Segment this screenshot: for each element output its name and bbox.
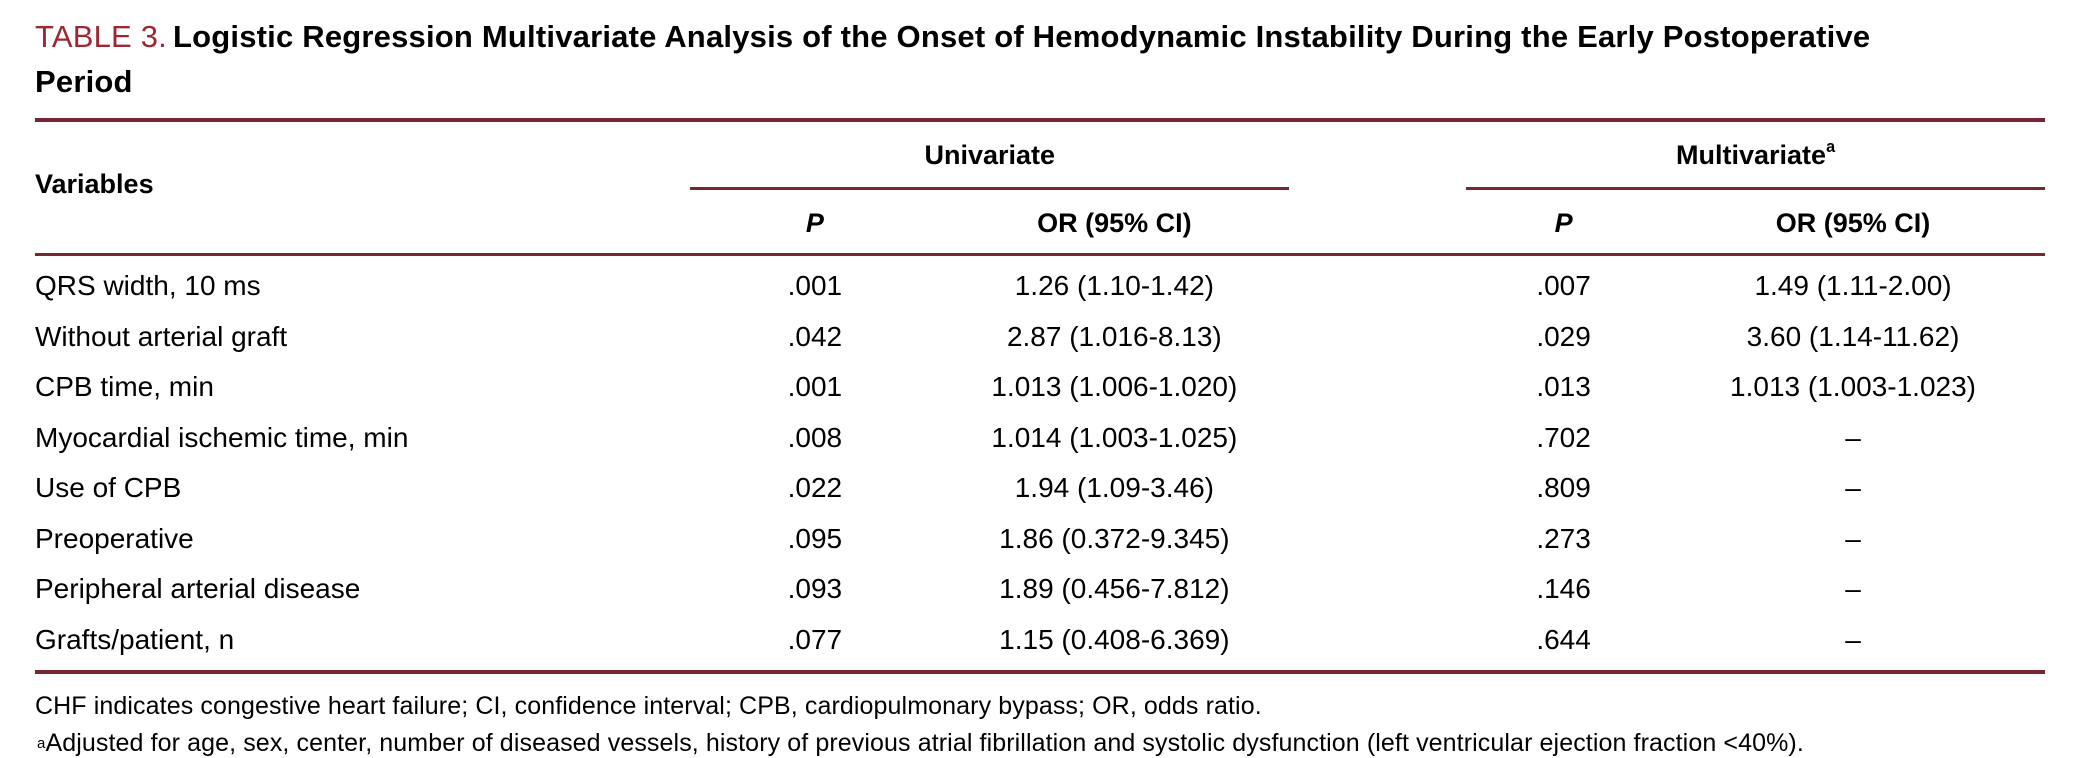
gap-cell	[1289, 362, 1467, 413]
gap-cell	[1289, 614, 1467, 672]
gap-cell	[1289, 254, 1467, 312]
column-header-multivariate-or: OR (95% CI)	[1661, 188, 2045, 256]
gap-cell	[1289, 513, 1467, 564]
multivariate-or-cell: 1.49 (1.11-2.00)	[1661, 254, 2045, 312]
table-header: Variables Univariate Multivariatea P OR …	[35, 120, 2045, 256]
multivariate-or-cell: –	[1661, 463, 2045, 514]
multivariate-p-cell: .146	[1466, 564, 1662, 615]
group-header-multivariate-label: Multivariate	[1676, 140, 1827, 170]
table-row: Grafts/patient, n .077 1.15 (0.408-6.369…	[35, 614, 2045, 672]
variable-cell: Preoperative	[35, 513, 691, 564]
footnote-adjusted: aAdjusted for age, sex, center, number o…	[35, 725, 2045, 758]
variable-cell: CPB time, min	[35, 362, 691, 413]
column-header-multivariate-p: P	[1466, 188, 1662, 256]
gap-cell	[1289, 412, 1467, 463]
multivariate-p-cell: .644	[1466, 614, 1662, 672]
table-row: Without arterial graft .042 2.87 (1.016-…	[35, 311, 2045, 362]
univariate-p-cell: .095	[690, 513, 940, 564]
footnote-adjusted-text: Adjusted for age, sex, center, number of…	[45, 728, 1804, 757]
variable-cell: Without arterial graft	[35, 311, 691, 362]
multivariate-or-cell: –	[1661, 513, 2045, 564]
multivariate-p-cell: .007	[1466, 254, 1662, 312]
regression-results-table: Variables Univariate Multivariatea P OR …	[35, 118, 2045, 674]
variable-cell: Myocardial ischemic time, min	[35, 412, 691, 463]
univariate-p-cell: .093	[690, 564, 940, 615]
univariate-p-cell: .022	[690, 463, 940, 514]
univariate-or-cell: 1.013 (1.006-1.020)	[939, 362, 1290, 413]
multivariate-p-cell: .013	[1466, 362, 1662, 413]
variable-cell: QRS width, 10 ms	[35, 254, 691, 312]
multivariate-footnote-marker: a	[1826, 138, 1836, 156]
table-footnotes: CHF indicates congestive heart failure; …	[35, 688, 2045, 758]
variable-cell: Peripheral arterial disease	[35, 564, 691, 615]
gap-cell	[1289, 564, 1467, 615]
univariate-p-cell: .001	[690, 362, 940, 413]
sub-header-row: P OR (95% CI) P OR (95% CI)	[35, 188, 2045, 256]
multivariate-or-cell: –	[1661, 412, 2045, 463]
table-row: Peripheral arterial disease .093 1.89 (0…	[35, 564, 2045, 615]
multivariate-p-cell: .809	[1466, 463, 1662, 514]
univariate-or-cell: 2.87 (1.016-8.13)	[939, 311, 1290, 362]
univariate-or-cell: 1.014 (1.003-1.025)	[939, 412, 1290, 463]
group-header-multivariate: Multivariatea	[1466, 120, 2045, 190]
univariate-or-cell: 1.26 (1.10-1.42)	[939, 254, 1290, 312]
group-header-univariate: Univariate	[690, 120, 1290, 190]
table-row: Preoperative .095 1.86 (0.372-9.345) .27…	[35, 513, 2045, 564]
variable-cell: Grafts/patient, n	[35, 614, 691, 672]
univariate-or-cell: 1.86 (0.372-9.345)	[939, 513, 1290, 564]
multivariate-or-cell: –	[1661, 614, 2045, 672]
footnote-marker-a: a	[37, 734, 46, 752]
gap-cell	[1289, 311, 1467, 362]
univariate-p-cell: .077	[690, 614, 940, 672]
table-row: CPB time, min .001 1.013 (1.006-1.020) .…	[35, 362, 2045, 413]
gap-cell	[1289, 463, 1467, 514]
univariate-or-cell: 1.94 (1.09-3.46)	[939, 463, 1290, 514]
variable-cell: Use of CPB	[35, 463, 691, 514]
column-gap	[1289, 120, 1467, 256]
table-caption: TABLE 3. Logistic Regression Multivariate…	[35, 14, 1935, 104]
univariate-or-cell: 1.15 (0.408-6.369)	[939, 614, 1290, 672]
footnote-abbreviations: CHF indicates congestive heart failure; …	[35, 691, 1262, 720]
multivariate-or-cell: –	[1661, 564, 2045, 615]
univariate-p-cell: .042	[690, 311, 940, 362]
univariate-p-cell: .008	[690, 412, 940, 463]
table-row: Use of CPB .022 1.94 (1.09-3.46) .809 –	[35, 463, 2045, 514]
multivariate-or-cell: 3.60 (1.14-11.62)	[1661, 311, 2045, 362]
group-header-univariate-label: Univariate	[924, 140, 1056, 170]
column-header-univariate-or: OR (95% CI)	[939, 188, 1290, 256]
column-header-variables: Variables	[35, 120, 691, 256]
table-number-label: TABLE 3.	[35, 19, 167, 54]
table-body: QRS width, 10 ms .001 1.26 (1.10-1.42) .…	[35, 254, 2045, 672]
table-title: Logistic Regression Multivariate Analysi…	[35, 19, 1871, 99]
multivariate-p-cell: .702	[1466, 412, 1662, 463]
multivariate-p-cell: .029	[1466, 311, 1662, 362]
multivariate-or-cell: 1.013 (1.003-1.023)	[1661, 362, 2045, 413]
table-row: QRS width, 10 ms .001 1.26 (1.10-1.42) .…	[35, 254, 2045, 312]
univariate-or-cell: 1.89 (0.456-7.812)	[939, 564, 1290, 615]
univariate-p-cell: .001	[690, 254, 940, 312]
table-row: Myocardial ischemic time, min .008 1.014…	[35, 412, 2045, 463]
multivariate-p-cell: .273	[1466, 513, 1662, 564]
column-header-univariate-p: P	[690, 188, 940, 256]
group-header-row: Variables Univariate Multivariatea	[35, 120, 2045, 256]
